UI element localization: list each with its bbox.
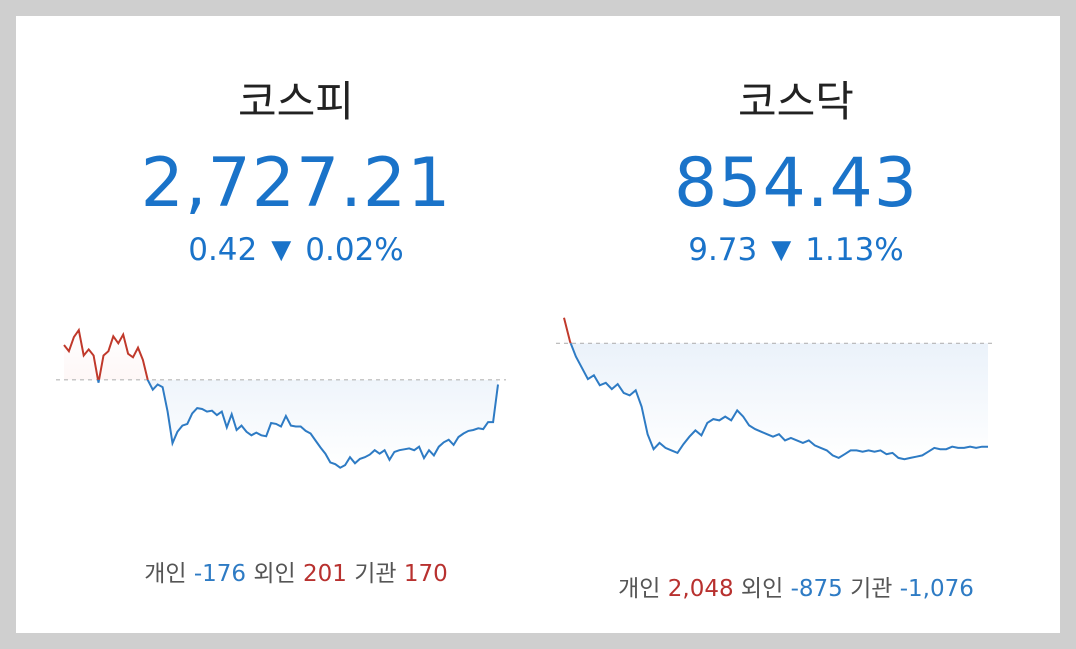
area-fill-down [97,379,498,468]
index-value: 2,727.21 [140,144,452,223]
investor-value: 170 [403,561,448,587]
investor-flows: 개인 2,048 외인 -875 기관 -1,076 [556,569,1036,603]
change-percent: 0.02% [305,232,404,268]
sparkline-chart [556,317,996,461]
area-fill-up [64,330,498,380]
change-percent: 1.13% [805,232,904,268]
index-title: 코스피 [238,77,354,126]
index-change: 0.42 ▼ 0.02% [56,232,536,268]
market-indices-card: 코스피 2,727.21 0.42 ▼ 0.02% 개인 -176 외인 201 기… [16,16,1060,633]
investor-value: -176 [193,561,247,587]
kospi-panel[interactable]: 코스피 2,727.21 0.42 ▼ 0.02% 개인 -176 외인 201 기… [56,16,536,633]
investor-label: 기관 [850,576,893,602]
down-triangle-icon: ▼ [771,235,792,265]
down-triangle-icon: ▼ [271,235,292,265]
investor-label: 외인 [740,576,784,602]
investor-label: 기관 [354,561,397,587]
series-line-down [96,379,499,469]
investor-value: -1,076 [899,576,974,602]
index-change: 9.73 ▼ 1.13% [556,232,1036,268]
series-line-up [63,327,149,380]
kosdaq-panel[interactable]: 코스닥 854.43 9.73 ▼ 1.13% 개인 2,048 외인 -875 기… [556,16,1036,633]
investor-flows: 개인 -176 외인 201 기관 170 [56,554,536,588]
sparkline-chart [56,327,506,469]
investor-label: 개인 [144,561,187,587]
investor-value: -875 [790,576,843,602]
area-fill-down [570,343,988,460]
investor-label: 외인 [253,561,296,587]
index-value: 854.43 [674,144,918,223]
investor-value: 2,048 [667,576,734,602]
series-line-down [569,343,988,461]
change-amount: 0.42 [188,232,258,268]
change-amount: 9.73 [688,232,758,268]
index-title: 코스닥 [738,77,854,126]
investor-value: 201 [303,561,347,587]
investor-label: 개인 [618,576,661,602]
